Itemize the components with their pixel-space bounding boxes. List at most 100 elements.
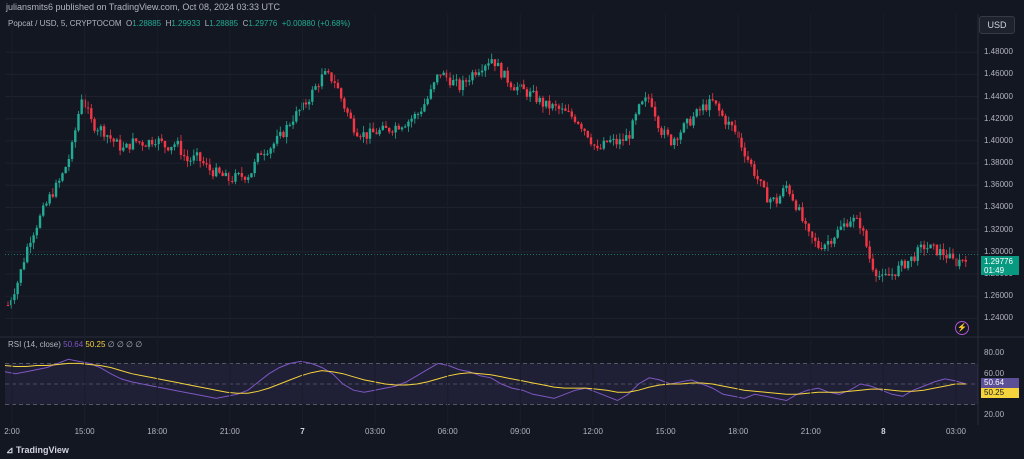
price-tick-label: 1.42000	[984, 113, 1013, 123]
candle-body	[452, 80, 455, 86]
candle-body	[964, 259, 967, 262]
candle-body	[599, 148, 602, 150]
candle-body	[522, 84, 525, 90]
candle-body	[881, 274, 884, 277]
candle-body	[842, 223, 846, 227]
candle-body	[887, 273, 891, 276]
rsi-ma-line	[4, 362, 966, 395]
time-tick-label: 21:00	[219, 427, 240, 436]
candle-body	[586, 130, 590, 138]
candle-body	[381, 125, 384, 130]
lightning-icon[interactable]: ⚡	[955, 321, 969, 335]
candle-body	[336, 82, 340, 89]
candle-body	[359, 136, 362, 138]
candle-body	[468, 80, 471, 82]
candle-body	[551, 104, 554, 109]
candle-body	[330, 72, 333, 82]
candle-body	[676, 138, 679, 140]
candle-body	[397, 125, 401, 130]
candle-body	[858, 217, 862, 229]
candle-body	[637, 104, 641, 115]
bar-countdown: 01:49	[984, 266, 1005, 275]
candle-body	[554, 104, 557, 106]
candle-body	[122, 147, 125, 151]
candle-body	[93, 119, 96, 131]
time-tick-label: 03:00	[945, 427, 967, 436]
candle-body	[593, 144, 596, 146]
candle-body	[500, 63, 503, 78]
candle-body	[945, 255, 948, 259]
candle-body	[820, 247, 823, 250]
candle-body	[16, 282, 19, 295]
candle-body	[855, 217, 859, 219]
candle-body	[625, 135, 628, 141]
candle-body	[602, 140, 606, 149]
candle-body	[275, 135, 279, 144]
candle-body	[506, 70, 509, 83]
candle-body	[128, 143, 131, 150]
candle-body	[48, 194, 51, 204]
candle-body	[234, 173, 237, 182]
candle-body	[410, 118, 413, 122]
candle-body	[407, 121, 410, 127]
time-tick-label: 7	[300, 427, 305, 436]
candle-body	[910, 256, 913, 261]
candle-body	[708, 99, 711, 111]
candle-body	[182, 155, 186, 157]
candle-body	[778, 196, 782, 204]
candle-body	[512, 87, 516, 91]
candle-body	[295, 111, 298, 122]
candle-body	[333, 81, 336, 83]
candle-body	[253, 161, 256, 174]
candle-body	[413, 113, 417, 119]
candle-body	[749, 159, 753, 165]
candle-body	[756, 175, 759, 180]
candle-body	[314, 86, 317, 90]
candle-body	[394, 125, 397, 133]
change-value: +0.00880 (+0.68%)	[281, 19, 351, 28]
logo-icon: ⊿	[6, 445, 17, 455]
candle-body	[362, 132, 365, 138]
candle-body	[346, 108, 349, 113]
time-tick-label: 12:00	[582, 427, 603, 436]
candle-body	[705, 104, 708, 111]
candle-body	[189, 160, 192, 162]
candle-body	[570, 111, 573, 117]
candle-body	[378, 129, 381, 135]
candle-body	[484, 65, 487, 71]
candle-body	[711, 99, 714, 101]
price-tick-label: 1.36000	[984, 180, 1013, 190]
low-value: 1.28885	[209, 19, 239, 28]
candle-body	[721, 110, 724, 116]
candle-body	[250, 173, 253, 178]
candle-body	[929, 244, 932, 249]
candle-body	[487, 63, 490, 66]
candle-body	[195, 152, 199, 156]
candle-body	[951, 253, 955, 259]
candle-body	[826, 241, 830, 245]
currency-button[interactable]: USD	[979, 16, 1015, 34]
candle-body	[150, 140, 154, 145]
candle-body	[516, 86, 519, 91]
candle-body	[839, 226, 843, 230]
rsi-label: RSI (14, close)	[8, 340, 61, 349]
candle-body	[227, 172, 231, 181]
candle-body	[349, 112, 352, 119]
candle-body	[798, 207, 801, 210]
candle-body	[173, 144, 176, 147]
candle-body	[948, 253, 951, 259]
candle-body	[26, 246, 29, 263]
candle-body	[339, 88, 343, 99]
candle-body	[897, 265, 900, 277]
candle-body	[560, 108, 564, 110]
candle-body	[141, 142, 144, 146]
candle-body	[807, 223, 811, 232]
rsi-tick-label: 20.00	[984, 409, 1005, 419]
price-tick-label: 1.30000	[984, 246, 1013, 256]
candle-body	[717, 103, 721, 111]
candle-body	[317, 86, 320, 88]
candle-body	[544, 100, 548, 107]
candle-body	[583, 128, 586, 131]
low-label: L	[204, 19, 210, 28]
